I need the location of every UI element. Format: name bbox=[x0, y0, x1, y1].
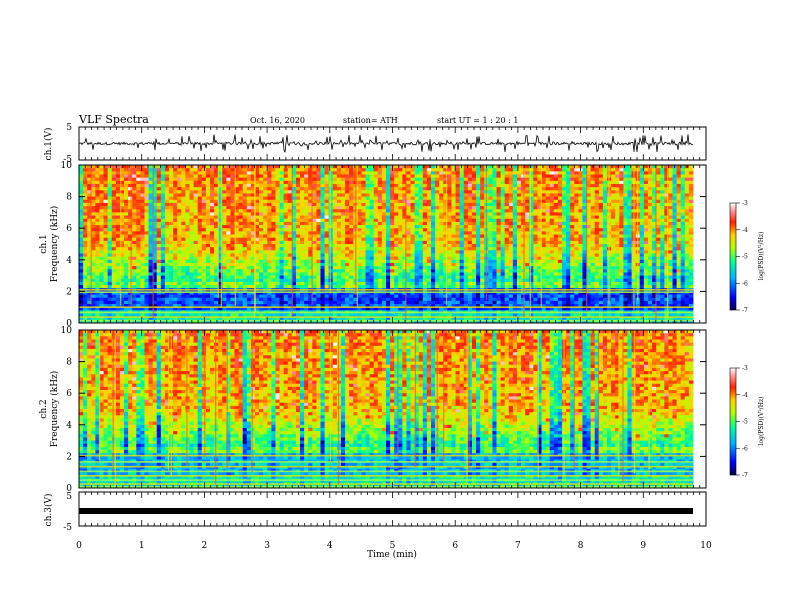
spectrogram-ch2-yticks: 0 2 4 6 8 10 bbox=[61, 326, 706, 494]
freq-tick-label: 4 bbox=[66, 256, 72, 266]
spectrogram-ch2-image bbox=[79, 330, 706, 489]
colorbar-tick-label: -5 bbox=[742, 254, 748, 261]
time-axis-label: Time (min) bbox=[367, 549, 417, 560]
colorbar-tick-label: -6 bbox=[742, 445, 748, 452]
waveform-ch3-panel: 5 -5 ch.3(V) bbox=[43, 491, 707, 533]
waveform-ch3-ytick-top: 5 bbox=[66, 492, 72, 502]
time-tick-label: 1 bbox=[139, 541, 145, 551]
time-ticks bbox=[78, 127, 707, 526]
colorbar-ch2 bbox=[729, 367, 737, 476]
freq-tick-label: 10 bbox=[61, 326, 73, 336]
freq-tick-label: 2 bbox=[66, 452, 72, 462]
colorbar-ch1-label: log(PSD)(V²/Hz) bbox=[758, 232, 765, 281]
waveform-ch1-ytick-bottom: -5 bbox=[63, 155, 72, 165]
waveform-ch3-trace bbox=[79, 508, 693, 514]
colorbar-tick-label: -4 bbox=[742, 227, 748, 234]
time-tick-label: 5 bbox=[390, 541, 396, 551]
freq-tick-label: 8 bbox=[66, 358, 72, 368]
freq-tick-label: 0 bbox=[66, 484, 72, 494]
spectrogram-ch1-yticks: 0 2 4 6 8 10 bbox=[61, 161, 706, 329]
spectrogram-ch1-image bbox=[79, 165, 706, 324]
time-tick-label: 4 bbox=[327, 541, 333, 551]
spectrogram-ch1-ylabel-freq: Frequency (kHz) bbox=[49, 206, 60, 283]
colorbar-ch1-ticks: -3 -4 -5 -6 -7 bbox=[736, 200, 748, 314]
colorbar-tick-label: -7 bbox=[742, 307, 748, 314]
time-tick-label: 0 bbox=[76, 541, 82, 551]
colorbar-ch2-label: log(PSD)(V²/Hz) bbox=[758, 397, 765, 446]
waveform-ch1-panel: 5 -5 ch.1(V) bbox=[43, 123, 707, 165]
start-time-label: start UT = 1 : 20 : 1 bbox=[437, 116, 518, 125]
time-tick-label: 2 bbox=[202, 541, 208, 551]
time-tick-labels: 0 1 2 3 4 5 6 7 8 9 10 bbox=[76, 541, 712, 551]
freq-tick-label: 6 bbox=[66, 224, 72, 234]
spectrogram-ch2-ylabel-freq: Frequency (kHz) bbox=[49, 371, 60, 448]
time-tick-label: 3 bbox=[264, 541, 270, 551]
freq-tick-label: 2 bbox=[66, 287, 72, 297]
colorbar-tick-label: -6 bbox=[742, 280, 748, 287]
time-tick-label: 7 bbox=[515, 541, 521, 551]
time-tick-label: 10 bbox=[700, 541, 712, 551]
colorbar-ch2-ticks: -3 -4 -5 -6 -7 bbox=[736, 365, 748, 479]
freq-tick-label: 10 bbox=[61, 161, 73, 171]
colorbar-tick-label: -4 bbox=[742, 392, 748, 399]
freq-tick-label: 0 bbox=[66, 319, 72, 329]
waveform-ch1-ytick-top: 5 bbox=[66, 123, 72, 133]
waveform-ch3-ylabel: ch.3(V) bbox=[43, 494, 54, 527]
colorbar-ch1 bbox=[729, 202, 737, 311]
colorbar-tick-label: -3 bbox=[742, 200, 748, 207]
freq-tick-label: 8 bbox=[66, 193, 72, 203]
station-label: station= ATH bbox=[343, 116, 398, 125]
spectrogram-ch1-ylabel: ch.1 bbox=[39, 234, 49, 253]
waveform-ch1-trace bbox=[78, 134, 694, 153]
figure-title: VLF Spectra bbox=[78, 113, 149, 126]
time-tick-label: 6 bbox=[452, 541, 458, 551]
freq-tick-label: 6 bbox=[66, 389, 72, 399]
time-tick-label: 8 bbox=[578, 541, 584, 551]
colorbar-tick-label: -7 bbox=[742, 472, 748, 479]
colorbar-tick-label: -5 bbox=[742, 419, 748, 426]
freq-tick-label: 4 bbox=[66, 421, 72, 431]
time-tick-label: 9 bbox=[640, 541, 646, 551]
date-label: Oct. 16, 2020 bbox=[250, 116, 305, 125]
waveform-ch1-ylabel: ch.1(V) bbox=[43, 128, 54, 161]
spectrogram-ch2-ylabel: ch.2 bbox=[39, 399, 49, 418]
colorbar-tick-label: -3 bbox=[742, 365, 748, 372]
waveform-ch3-ytick-bottom: -5 bbox=[63, 523, 72, 533]
